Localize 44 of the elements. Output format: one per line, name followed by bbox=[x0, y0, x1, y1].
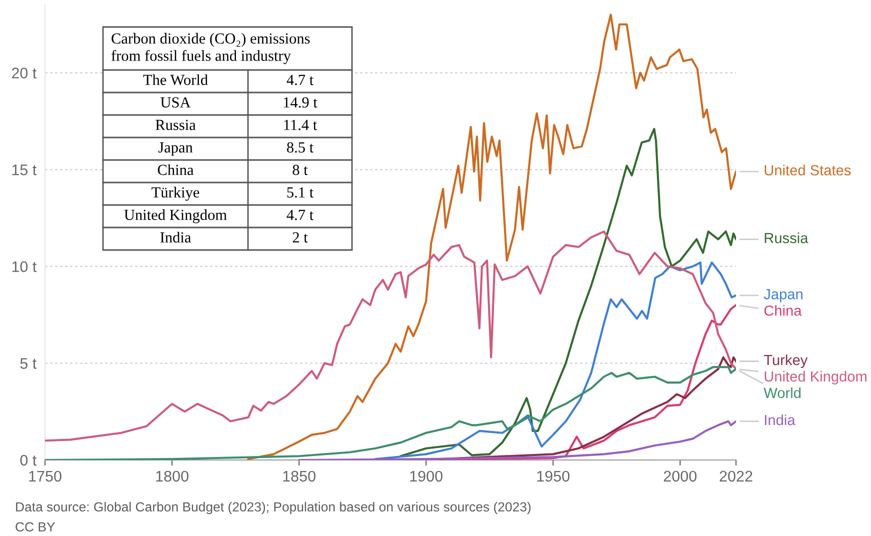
annotation: Carbon dioxide (CO₂) emissions from fossil fuels and industry bbox=[111, 32, 310, 64]
line-series bbox=[374, 261, 736, 460]
line-series bbox=[45, 230, 736, 442]
series-label: China bbox=[764, 305, 802, 316]
y-tick-label: 5 t bbox=[20, 358, 37, 369]
series-label: United States bbox=[764, 164, 851, 176]
annotation: 8.5 t bbox=[287, 142, 314, 153]
y-tick-label: 15 t bbox=[12, 164, 37, 176]
x-tick-label: 2022 bbox=[720, 470, 752, 482]
x-tick-label: 1750 bbox=[29, 470, 62, 482]
annotation: India bbox=[160, 232, 191, 243]
text: CC BY bbox=[16, 522, 56, 532]
annotation: 11.4 t bbox=[284, 120, 318, 130]
line-series bbox=[400, 128, 736, 458]
x-tick-label: 1950 bbox=[537, 470, 570, 482]
series-label: Japan bbox=[764, 289, 802, 302]
x-tick-label: 1850 bbox=[283, 470, 316, 482]
annotation: Russia bbox=[156, 120, 196, 130]
annotation: USA bbox=[160, 97, 191, 108]
source-note: Data source: Global Carbon Budget (2023); Population based on various sources (2023) bbox=[16, 502, 531, 514]
x-tick-label: 1900 bbox=[410, 470, 442, 482]
y-tick-label: 20 t bbox=[12, 68, 37, 78]
annotation: 8 t bbox=[292, 164, 308, 176]
annotation: The World bbox=[143, 74, 208, 86]
annotation: 4.7 t bbox=[286, 210, 314, 220]
series-label: Turkey bbox=[764, 354, 808, 368]
annotation: 4.7 t bbox=[286, 74, 314, 86]
annotation: 5.1 t bbox=[287, 187, 314, 198]
series-label: Russia bbox=[764, 232, 808, 244]
x-tick-label: 1800 bbox=[156, 470, 188, 482]
line-series bbox=[45, 366, 736, 460]
y-tick-label: 0 t bbox=[20, 454, 37, 466]
line-series bbox=[298, 420, 736, 460]
annotation: 14.9 t bbox=[284, 97, 318, 108]
annotation: Türkiye bbox=[152, 186, 200, 201]
annotation: China bbox=[158, 164, 194, 176]
annotation: 2 t bbox=[292, 232, 308, 243]
annotation: United Kingdom bbox=[124, 209, 227, 224]
text: World bbox=[764, 387, 801, 398]
y-tick-label: 10 t bbox=[12, 261, 37, 272]
annotation: Japan bbox=[158, 142, 193, 156]
x-tick-label: 2000 bbox=[664, 470, 697, 482]
series-label: India bbox=[764, 414, 796, 426]
series-label: United Kingdom bbox=[764, 370, 866, 385]
